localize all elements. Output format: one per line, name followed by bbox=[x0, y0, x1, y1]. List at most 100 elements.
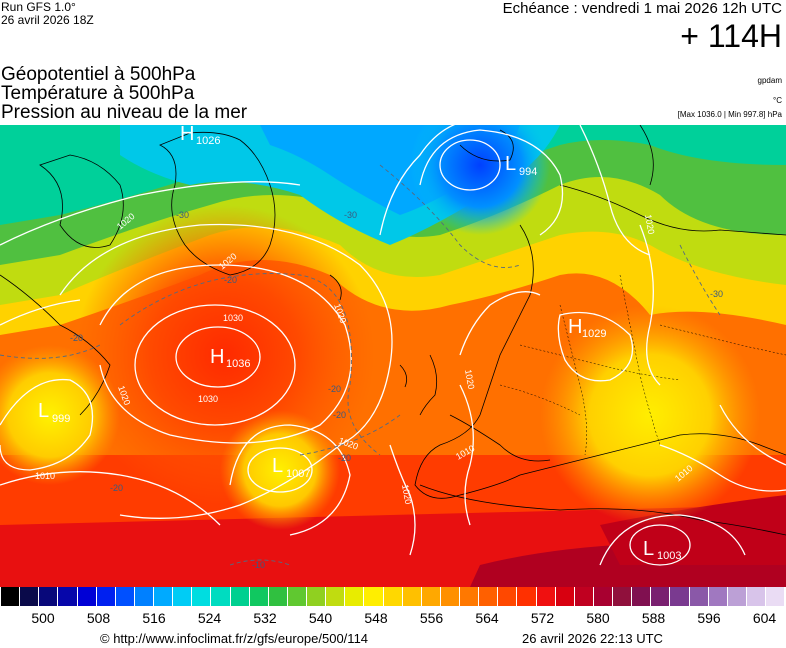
low-center-value: 994 bbox=[519, 166, 537, 178]
unit-celsius: °C bbox=[773, 96, 782, 105]
low-center-symbol: L bbox=[643, 538, 654, 560]
colorbar-cell bbox=[555, 587, 575, 606]
colorbar-tick-label: 516 bbox=[142, 610, 166, 626]
colorbar-cell bbox=[402, 587, 422, 606]
run-date: 26 avril 2026 18Z bbox=[1, 13, 94, 27]
colorbar-cell bbox=[632, 587, 652, 606]
colorbar-tick-label: 548 bbox=[364, 610, 388, 626]
colorbar-cell bbox=[460, 587, 480, 606]
colorbar-cell bbox=[77, 587, 97, 606]
colorbar-cell bbox=[613, 587, 633, 606]
colorbar-cell bbox=[192, 587, 212, 606]
isobars bbox=[0, 125, 786, 566]
temperature-label: -20 bbox=[224, 275, 237, 285]
colorbar-cell bbox=[421, 587, 441, 606]
forecast-valid-time: Echéance : vendredi 1 mai 2026 12h UTC bbox=[502, 0, 782, 17]
colorbar-cell bbox=[689, 587, 709, 606]
temperature-label: -20 bbox=[333, 410, 346, 420]
temperature-label: -30 bbox=[176, 210, 189, 220]
low-center-value: 1007 bbox=[286, 468, 310, 480]
high-center-symbol: H bbox=[180, 125, 194, 145]
isobar-label: 1020 bbox=[643, 214, 656, 235]
colorbar-cell bbox=[230, 587, 250, 606]
colorbar-cell bbox=[1, 587, 21, 606]
colorbar-cell bbox=[39, 587, 59, 606]
colorbar-cell bbox=[746, 587, 766, 606]
colorbar-cell bbox=[593, 587, 613, 606]
colorbar-cell bbox=[383, 587, 403, 606]
colorbar-tick-label: 596 bbox=[697, 610, 721, 626]
colorbar-cell bbox=[364, 587, 384, 606]
temperature-labels: -20 -20 -20 -20 -20 -20 -30 -30 -30 -10 bbox=[70, 210, 723, 570]
generation-time: 26 avril 2026 22:13 UTC bbox=[522, 631, 663, 646]
temperature-label: -20 bbox=[328, 384, 341, 394]
colorbar-tick-label: 564 bbox=[475, 610, 499, 626]
colorbar-cell bbox=[326, 587, 346, 606]
low-center-value: 999 bbox=[52, 413, 70, 425]
isobar-label: 1020 bbox=[463, 369, 476, 390]
low-center-symbol: L bbox=[38, 400, 49, 422]
colorbar-cell bbox=[517, 587, 537, 606]
high-center-value: 1029 bbox=[582, 328, 606, 340]
temperature-label: -20 bbox=[110, 483, 123, 493]
colorbar-cell bbox=[440, 587, 460, 606]
colorbar-tick-label: 588 bbox=[641, 610, 666, 626]
colorbar-tick-label: 580 bbox=[586, 610, 610, 626]
colorbar-cell bbox=[651, 587, 671, 606]
forecast-offset: + 114H bbox=[680, 18, 782, 54]
colorbar-cell bbox=[766, 587, 786, 606]
isobar-label: 1030 bbox=[198, 394, 218, 404]
colorbar-cell bbox=[20, 587, 40, 606]
colorbar-tick-label: 556 bbox=[419, 610, 444, 626]
low-center-symbol: L bbox=[272, 455, 283, 477]
colorbar-cell bbox=[154, 587, 174, 606]
colorbar bbox=[1, 587, 786, 606]
colorbar-cell bbox=[307, 587, 327, 606]
colorbar-cell bbox=[727, 587, 747, 606]
coastlines bbox=[0, 125, 786, 536]
colorbar-tick-label: 572 bbox=[530, 610, 555, 626]
temperature-label: -30 bbox=[344, 210, 357, 220]
low-center-symbol: L bbox=[505, 153, 516, 175]
colorbar-tick-label: 540 bbox=[308, 610, 333, 626]
colorbar-cell bbox=[345, 587, 365, 606]
copyright-url: © http://www.infoclimat.fr/z/gfs/europe/… bbox=[100, 631, 369, 646]
colorbar-cell bbox=[173, 587, 193, 606]
colorbar-tick-label: 532 bbox=[253, 610, 277, 626]
colorbar-cell bbox=[479, 587, 499, 606]
colorbar-tick-label: 500 bbox=[31, 610, 55, 626]
colorbar-cell bbox=[574, 587, 594, 606]
map-title-temperature: Température à 500hPa bbox=[1, 83, 195, 104]
colorbar-cell bbox=[211, 587, 231, 606]
unit-gpdam: gpdam bbox=[757, 76, 782, 85]
colorbar-cell bbox=[96, 587, 116, 606]
temperature-label: -20 bbox=[70, 333, 83, 343]
high-center-symbol: H bbox=[568, 316, 582, 338]
colorbar-cell bbox=[249, 587, 269, 606]
temperature-label: -10 bbox=[252, 560, 265, 570]
low-center-value: 1003 bbox=[657, 550, 681, 562]
temperature-label: -30 bbox=[710, 289, 723, 299]
colorbar-tick-label: 508 bbox=[86, 610, 111, 626]
map-title-geopotential: Géopotentiel à 500hPa bbox=[1, 64, 196, 85]
borders bbox=[499, 274, 786, 456]
isobar-label: 1020 bbox=[400, 484, 413, 505]
temperature-label: -20 bbox=[338, 453, 351, 463]
high-center-value: 1036 bbox=[226, 358, 250, 370]
high-center-symbol: H bbox=[210, 346, 224, 368]
isotherms bbox=[0, 164, 721, 566]
colorbar-cell bbox=[536, 587, 556, 606]
colorbar-tick-label: 524 bbox=[197, 610, 222, 626]
map-title-pressure: Pression au niveau de la mer bbox=[1, 102, 248, 123]
colorbar-cell bbox=[268, 587, 288, 606]
weather-map: H 1036 H 1026 H 1029 L 994 L 999 L 1007 … bbox=[0, 125, 786, 587]
colorbar-cell bbox=[115, 587, 135, 606]
colorbar-cell bbox=[670, 587, 690, 606]
colorbar-labels: 500 508 516 524 532 540 548 556 564 572 580 588 596 6… bbox=[0, 610, 786, 626]
isobar-label: 1030 bbox=[223, 313, 243, 323]
colorbar-tick-label: 604 bbox=[752, 610, 777, 626]
run-label: Run GFS 1.0° bbox=[1, 0, 76, 14]
pressure-min-max: [Max 1036.0 | Min 997.8] hPa bbox=[677, 110, 782, 119]
colorbar-cell bbox=[287, 587, 307, 606]
high-center-value: 1026 bbox=[196, 135, 220, 147]
